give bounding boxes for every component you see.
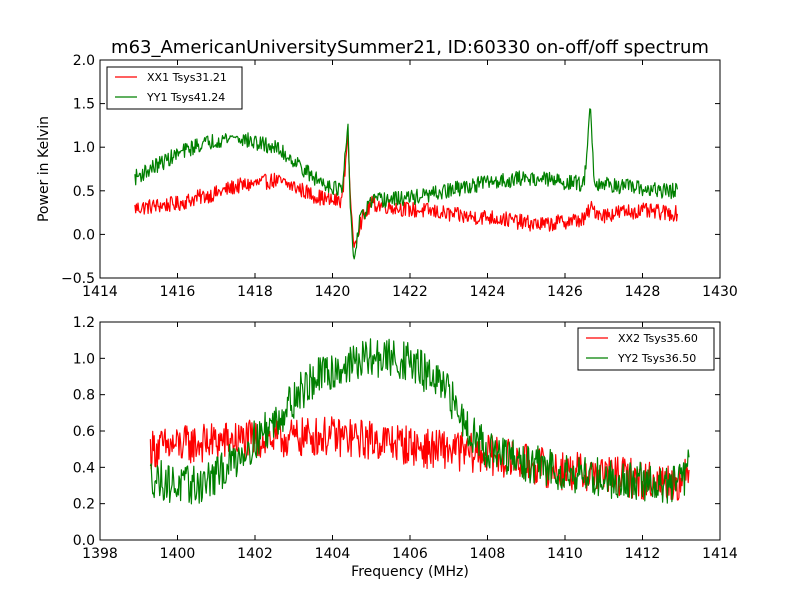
y-tick-label: 1.0 [73, 140, 95, 156]
chart-title: m63_AmericanUniversitySummer21, ID:60330… [111, 37, 709, 58]
y-tick-label: 0.6 [73, 424, 95, 440]
series-line-yy [149, 338, 690, 505]
series-line-xx [134, 134, 678, 248]
y-axis-label: Power in Kelvin [36, 116, 52, 222]
y-tick-label: 0.4 [73, 460, 95, 476]
x-tick-label: 1402 [237, 546, 273, 562]
y-tick-label: 1.0 [73, 351, 95, 367]
y-tick-label: 0.0 [73, 533, 95, 549]
x-tick-label: 1400 [160, 546, 196, 562]
legend-label: YY1 Tsys41.24 [146, 91, 225, 104]
y-tick-label: 0.0 [73, 227, 95, 243]
x-tick-label: 1408 [470, 546, 506, 562]
y-tick-label: −0.5 [61, 271, 95, 287]
legend-box [577, 327, 715, 371]
x-tick-label: 1412 [625, 546, 661, 562]
top-panel: 1414 1416 1418 1420 1422 1424 1426 1428 1430 −0.5… [61, 53, 738, 300]
x-tick-label: 1424 [470, 284, 506, 300]
x-tick-label: 1404 [315, 546, 351, 562]
legend-box [106, 66, 243, 110]
y-tick-label: 1.2 [73, 315, 95, 331]
legend-label: XX2 Tsys35.60 [618, 332, 698, 345]
y-tick-label: 1.5 [73, 97, 95, 113]
x-tick-label: 1406 [392, 546, 428, 562]
x-tick-label: 1398 [82, 546, 118, 562]
x-tick-label: 1430 [702, 284, 738, 300]
legend-label: YY2 Tsys36.50 [617, 352, 696, 365]
y-tick-label: 2.0 [73, 53, 95, 69]
x-tick-label: 1410 [547, 546, 583, 562]
x-tick-label: 1418 [237, 284, 273, 300]
x-tick-label: 1414 [82, 284, 118, 300]
y-tick-label: 0.2 [73, 497, 95, 513]
x-tick-label: 1422 [392, 284, 428, 300]
x-tick-label: 1414 [702, 546, 738, 562]
x-tick-label: 1420 [315, 284, 351, 300]
y-tick-label: 0.8 [73, 388, 95, 404]
x-tick-label: 1416 [160, 284, 196, 300]
y-tick-label: 0.5 [73, 184, 95, 200]
series-line-yy [134, 108, 678, 260]
x-tick-label: 1428 [625, 284, 661, 300]
bottom-panel: 1398 1400 1402 1404 1406 1408 1410 1412 1414 0.0 0… [73, 315, 738, 562]
x-tick-label: 1426 [547, 284, 583, 300]
x-axis-label: Frequency (MHz) [351, 564, 469, 580]
legend-label: XX1 Tsys31.21 [147, 71, 227, 84]
